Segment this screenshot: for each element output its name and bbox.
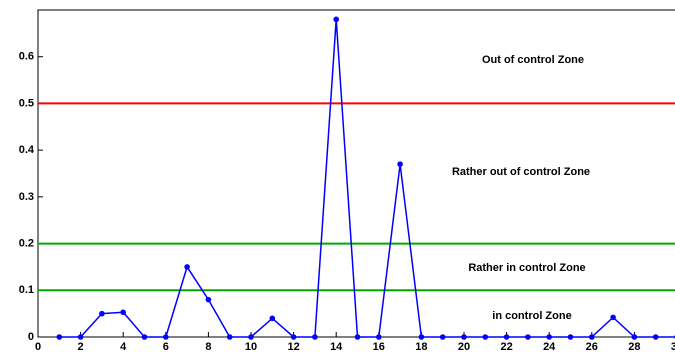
y-tick-label: 0.5 <box>19 97 34 109</box>
data-point <box>354 334 361 340</box>
data-point <box>99 310 105 317</box>
y-tick-label: 0.1 <box>19 284 34 296</box>
x-tick-label: 24 <box>543 341 556 353</box>
data-point <box>525 334 531 340</box>
data-point <box>589 334 595 340</box>
plot-frame <box>37 9 675 338</box>
zone-label: Rather in control Zone <box>468 262 585 274</box>
data-point <box>503 334 510 340</box>
data-point <box>141 334 148 340</box>
data-point <box>163 334 169 340</box>
data-point <box>610 314 616 321</box>
data-point <box>439 334 446 340</box>
data-point <box>269 315 276 322</box>
x-tick-label: 16 <box>373 341 385 353</box>
y-tick-label: 0 <box>28 331 34 343</box>
data-point <box>205 296 212 303</box>
y-tick-label: 0.4 <box>19 144 35 156</box>
data-point <box>333 16 340 23</box>
x-tick-label: 22 <box>500 341 512 353</box>
data-point <box>77 334 84 340</box>
x-tick-label: 18 <box>415 341 427 353</box>
data-point <box>652 334 659 340</box>
y-tick-label: 0.2 <box>19 237 34 249</box>
data-point <box>312 334 318 340</box>
data-point <box>397 161 403 167</box>
data-point <box>567 334 574 340</box>
x-tick-label: 14 <box>330 341 343 353</box>
data-point <box>290 334 297 340</box>
x-tick-label: 2 <box>78 341 84 353</box>
x-tick-label: 28 <box>628 341 640 353</box>
data-point <box>418 334 425 340</box>
data-point <box>226 334 233 340</box>
data-point <box>248 334 254 340</box>
zone-label: in control Zone <box>492 310 571 322</box>
data-point <box>546 334 552 340</box>
zone-label: Out of control Zone <box>482 54 584 66</box>
x-tick-label: 30 <box>671 341 675 353</box>
data-point <box>184 264 190 270</box>
data-point <box>56 334 63 340</box>
series-line <box>59 19 675 338</box>
y-tick-label: 0.6 <box>19 51 34 63</box>
x-tick-label: 10 <box>245 341 257 353</box>
x-tick-label: 26 <box>586 341 598 353</box>
data-point <box>482 334 489 340</box>
x-tick-label: 20 <box>458 341 470 353</box>
x-tick-label: 8 <box>205 341 211 353</box>
zone-label: Rather out of control Zone <box>452 166 590 178</box>
x-tick-label: 6 <box>163 341 169 353</box>
data-point <box>461 334 467 340</box>
x-tick-label: 12 <box>287 341 299 353</box>
data-point <box>120 309 126 316</box>
x-tick-label: 4 <box>120 341 127 353</box>
x-tick-label: 0 <box>35 341 41 353</box>
data-point <box>376 334 382 340</box>
y-tick-label: 0.3 <box>19 191 34 203</box>
data-point <box>631 334 638 340</box>
